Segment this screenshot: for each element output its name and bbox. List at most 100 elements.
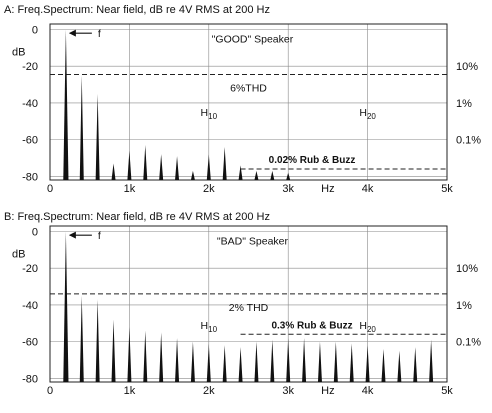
- spectrum-spike: [270, 339, 275, 382]
- spectrum-spike: [254, 170, 259, 180]
- thd-label: 6%THD: [230, 82, 267, 94]
- x-axis-label: Hz: [321, 385, 334, 397]
- x-axis-label: Hz: [321, 183, 334, 195]
- spectrum-spike: [159, 154, 164, 180]
- spectrum-spike: [429, 339, 434, 382]
- spectrum-spike: [79, 295, 84, 382]
- spectrum-spike: [143, 330, 148, 382]
- harmonic-label-base: H: [359, 320, 367, 332]
- x-tick-label: 4k: [362, 385, 374, 397]
- spectrum-spike: [222, 345, 227, 382]
- fundamental-label: f: [98, 28, 101, 40]
- x-tick-label: 0: [47, 183, 53, 195]
- y-tick-label: -80: [22, 171, 38, 183]
- spectrum-spike: [349, 343, 354, 382]
- spectrum-spike: [143, 145, 148, 180]
- harmonic-label-base: H: [201, 107, 209, 119]
- spectrum-spike: [190, 341, 195, 382]
- spectrum-spike: [413, 347, 418, 382]
- x-tick-label: 5k: [441, 183, 453, 195]
- harmonic-label: H20: [359, 320, 376, 334]
- panel-title: B: Freq.Spectrum: Near field, dB re 4V R…: [4, 211, 270, 223]
- spectrum-spike: [206, 154, 211, 180]
- spectrum-spike: [175, 156, 180, 180]
- harmonic-label-sub: 20: [367, 325, 376, 334]
- right-axis-label: 10%: [456, 263, 478, 275]
- spectrum-spike: [286, 172, 291, 180]
- harmonic-label: H10: [201, 107, 218, 121]
- y-tick-label: -40: [22, 300, 38, 312]
- fundamental-arrow-head: [68, 29, 76, 37]
- x-tick-label: 2k: [203, 183, 215, 195]
- x-tick-label: 1k: [124, 183, 136, 195]
- spectrum-spike: [333, 341, 338, 382]
- right-axis-label: 0.1%: [456, 135, 481, 147]
- spectrum-spike: [111, 163, 116, 180]
- plot-frame: [49, 23, 448, 181]
- y-tick-label: -80: [22, 373, 38, 385]
- harmonic-label: H10: [201, 320, 218, 334]
- spectrum-spike: [238, 347, 243, 382]
- y-tick-label: -60: [22, 135, 38, 147]
- spectrum-spike: [95, 299, 100, 382]
- x-tick-label: 5k: [441, 385, 453, 397]
- spectrum-spike: [381, 348, 386, 382]
- harmonic-label-sub: 10: [208, 112, 217, 121]
- x-tick-label: 2k: [203, 385, 215, 397]
- spectrum-spike: [111, 319, 116, 382]
- spectrum-spike: [270, 170, 275, 180]
- spectrum-spike: [365, 345, 370, 382]
- spectrum-spike: [286, 337, 291, 382]
- spectrum-spike: [302, 337, 307, 382]
- spectrum-spike: [397, 350, 402, 382]
- spectrum-spike: [79, 75, 84, 180]
- x-tick-label: 1k: [124, 385, 136, 397]
- spectrum-spike: [317, 341, 322, 382]
- harmonic-label-sub: 10: [208, 325, 217, 334]
- x-tick-label: 3k: [282, 183, 294, 195]
- harmonic-label: H20: [359, 107, 376, 121]
- y-tick-label: -20: [22, 61, 38, 73]
- x-tick-label: 3k: [282, 385, 294, 397]
- harmonic-label-base: H: [359, 107, 367, 119]
- speaker-label: "GOOD" Speaker: [212, 34, 294, 46]
- spectrum-spike: [127, 150, 132, 180]
- spectrum-panel-bad: B: Freq.Spectrum: Near field, dB re 4V R…: [4, 211, 481, 397]
- spectrum-spike: [238, 165, 243, 180]
- plot-frame: [49, 225, 448, 383]
- right-axis-label: 1%: [456, 98, 472, 110]
- spectrum-spike: [95, 93, 100, 180]
- spectrum-spike: [127, 326, 132, 382]
- y-axis-label: dB: [12, 249, 25, 261]
- spectrum-spike: [63, 231, 69, 382]
- spectrum-spike: [159, 332, 164, 382]
- spectrum-panel-good: A: Freq.Spectrum: Near field, dB re 4V R…: [4, 4, 481, 195]
- y-tick-label: 0: [32, 25, 38, 37]
- x-tick-label: 0: [47, 385, 53, 397]
- spectrum-spike: [63, 29, 69, 180]
- y-tick-label: -40: [22, 98, 38, 110]
- fundamental-label: f: [98, 230, 101, 242]
- thd-label: 2% THD: [229, 302, 269, 314]
- right-axis-label: 0.1%: [456, 337, 481, 349]
- rub-buzz-label: 0.3% Rub & Buzz: [271, 320, 352, 331]
- right-axis-label: 10%: [456, 61, 478, 73]
- spectrum-spike: [190, 170, 195, 180]
- y-axis-label: dB: [12, 47, 25, 59]
- y-tick-label: -60: [22, 337, 38, 349]
- spectrum-spike: [206, 343, 211, 382]
- right-axis-label: 1%: [456, 300, 472, 312]
- y-tick-label: -20: [22, 263, 38, 275]
- spectrum-spike: [254, 341, 259, 382]
- spectrum-spike: [175, 337, 180, 382]
- panel-title: A: Freq.Spectrum: Near field, dB re 4V R…: [4, 4, 270, 16]
- fundamental-arrow-head: [68, 231, 76, 239]
- speaker-label: "BAD" Speaker: [217, 236, 289, 248]
- rub-buzz-label: 0.02% Rub & Buzz: [269, 155, 356, 166]
- harmonic-label-base: H: [201, 320, 209, 332]
- y-tick-label: 0: [32, 227, 38, 239]
- x-tick-label: 4k: [362, 183, 374, 195]
- spectrum-spike: [222, 146, 227, 180]
- harmonic-label-sub: 20: [367, 112, 376, 121]
